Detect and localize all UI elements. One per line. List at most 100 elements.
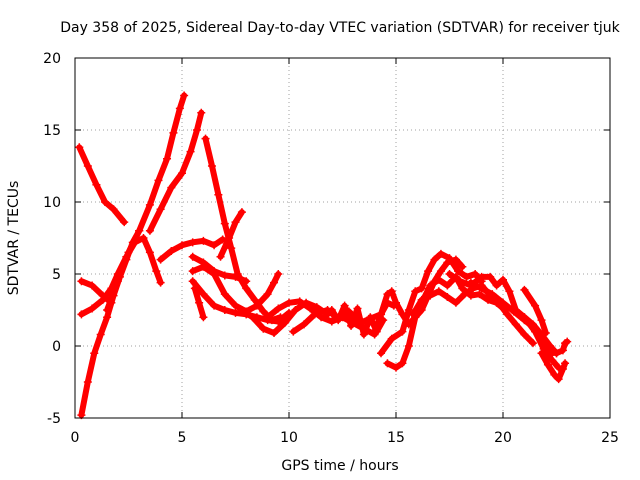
data-point-marker	[75, 143, 84, 152]
data-point-marker	[454, 267, 463, 276]
data-point-marker	[327, 317, 336, 326]
data-point-marker	[451, 298, 460, 307]
data-point-marker	[528, 339, 537, 348]
data-series-arc-20	[383, 272, 510, 372]
data-point-marker	[550, 370, 559, 379]
data-point-marker	[436, 249, 445, 258]
data-series-arc-5	[103, 91, 189, 314]
series-trace	[217, 209, 245, 260]
data-point-marker	[259, 307, 268, 316]
data-point-marker	[554, 375, 563, 384]
data-point-marker	[199, 262, 208, 271]
data-series-arc-26	[543, 337, 572, 358]
data-series-arc-8	[201, 134, 285, 325]
chart-title: Day 358 of 2025, Sidereal Day-to-day VTE…	[60, 20, 620, 36]
data-point-marker	[199, 290, 208, 299]
data-series-arc-2	[77, 226, 144, 420]
data-point-marker	[231, 301, 240, 310]
data-point-marker	[456, 277, 465, 286]
data-point-marker	[220, 306, 229, 314]
data-point-marker	[109, 205, 118, 214]
data-point-marker	[220, 219, 229, 228]
data-point-marker	[124, 248, 133, 257]
data-point-marker	[417, 295, 426, 304]
data-point-marker	[377, 349, 386, 358]
data-point-marker	[409, 310, 418, 319]
axis-ticks: 0 5 10 15 20 25 -5 0 5 10 15 20	[43, 51, 619, 446]
data-point-marker	[424, 267, 433, 276]
data-point-marker	[120, 218, 129, 227]
data-point-marker	[280, 318, 289, 327]
y-axis-label: SDTVAR / TECUs	[6, 181, 22, 296]
data-point-marker	[83, 162, 92, 170]
data-series-arc-10	[188, 252, 251, 286]
data-point-marker	[434, 275, 443, 284]
data-point-marker	[285, 298, 293, 307]
data-point-marker	[383, 359, 392, 368]
data-point-marker	[274, 317, 283, 326]
data-point-marker	[499, 298, 507, 307]
series-trace	[521, 286, 549, 336]
data-point-marker	[274, 304, 283, 313]
data-series-layer	[75, 91, 572, 420]
data-point-marker	[103, 313, 112, 322]
data-point-marker	[163, 154, 172, 163]
data-series-arc-12	[190, 284, 208, 322]
data-point-marker	[237, 208, 246, 217]
x-tick-label: 20	[494, 430, 512, 446]
data-point-marker	[178, 169, 186, 178]
data-point-marker	[537, 316, 546, 325]
data-point-marker	[145, 200, 154, 209]
data-point-marker	[167, 183, 176, 192]
x-tick-label: 5	[178, 430, 187, 446]
plot-frame	[74, 57, 611, 419]
data-point-marker	[471, 270, 480, 278]
data-series-arc-1	[75, 143, 129, 227]
data-point-marker	[366, 313, 375, 322]
data-point-marker	[242, 277, 251, 286]
data-point-marker	[541, 329, 550, 338]
data-point-marker	[186, 147, 195, 156]
data-point-marker	[443, 293, 452, 302]
data-point-marker	[306, 304, 315, 313]
series-trace	[384, 273, 509, 371]
data-point-marker	[214, 190, 223, 199]
series-trace	[78, 227, 143, 419]
series-trace	[78, 278, 115, 306]
data-point-marker	[488, 290, 497, 299]
data-point-marker	[210, 301, 219, 310]
data-point-marker	[178, 241, 186, 250]
data-series-arc-19	[377, 249, 486, 358]
y-tick-label: 10	[43, 195, 61, 211]
data-point-marker	[199, 236, 208, 245]
data-point-marker	[231, 308, 240, 317]
data-point-marker	[458, 262, 467, 271]
y-tick-label: 5	[52, 267, 61, 283]
y-tick-label: 0	[52, 339, 61, 355]
y-tick-label: 20	[43, 51, 61, 67]
data-point-marker	[216, 252, 225, 261]
data-point-marker	[520, 313, 529, 322]
data-point-marker	[90, 349, 99, 358]
data-point-marker	[404, 342, 413, 350]
data-point-marker	[259, 324, 268, 333]
data-point-marker	[417, 284, 426, 293]
data-point-marker	[392, 298, 400, 307]
data-point-marker	[426, 281, 435, 290]
data-point-marker	[359, 330, 368, 339]
data-point-marker	[503, 310, 512, 319]
data-point-marker	[270, 278, 279, 287]
data-point-marker	[398, 327, 407, 336]
data-point-marker	[96, 330, 105, 339]
data-point-marker	[154, 176, 163, 185]
data-point-marker	[197, 108, 206, 117]
data-point-marker	[156, 205, 165, 214]
data-point-marker	[175, 104, 184, 113]
data-series-arc-27	[520, 285, 550, 338]
data-point-marker	[475, 290, 484, 299]
data-point-marker	[499, 275, 507, 284]
data-point-marker	[77, 277, 86, 286]
data-point-marker	[227, 244, 236, 253]
data-point-marker	[152, 267, 161, 276]
